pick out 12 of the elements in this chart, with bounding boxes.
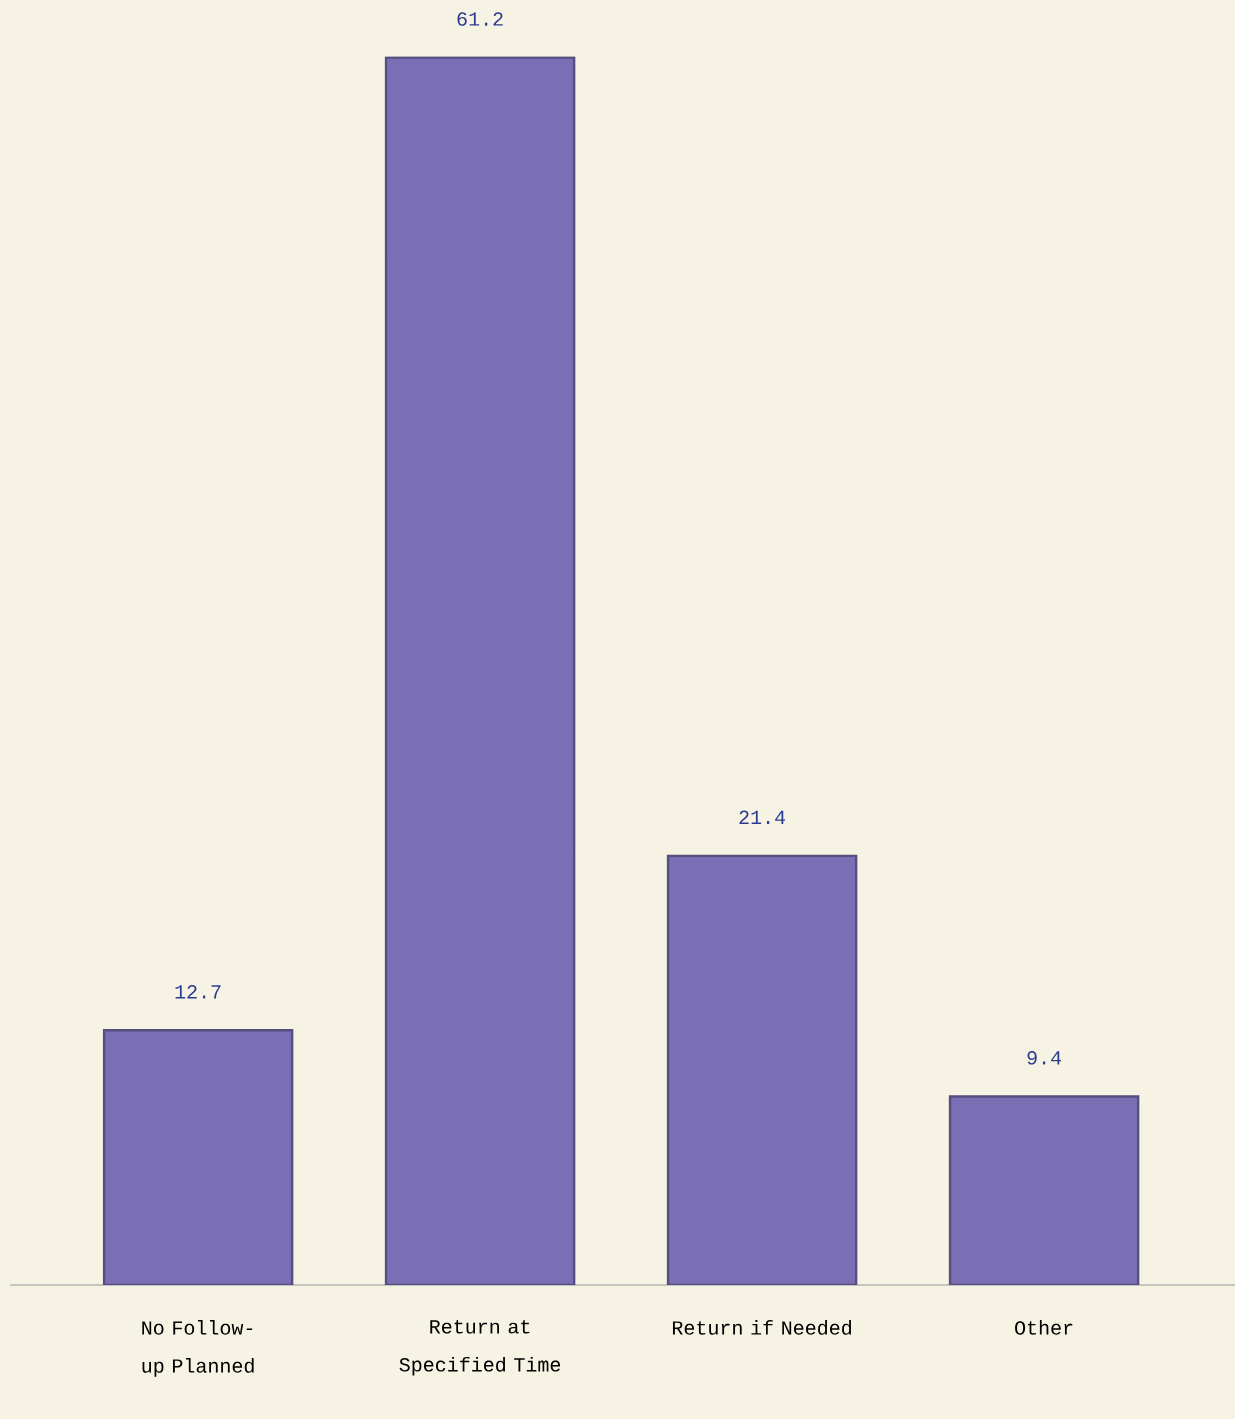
x-tick-label: Return if Needed xyxy=(672,1320,851,1335)
bar xyxy=(948,1095,1140,1285)
bar xyxy=(102,1029,294,1285)
x-tick-label: No Follow-up Planned xyxy=(142,1320,254,1377)
data-label: 9.4 xyxy=(1027,1051,1062,1065)
x-tick-label: Return at Specified Time xyxy=(399,1320,561,1376)
data-label: 61.2 xyxy=(457,12,503,26)
bar xyxy=(666,854,858,1285)
x-tick-label: Other xyxy=(1015,1320,1073,1335)
bar xyxy=(384,56,576,1285)
data-label: 21.4 xyxy=(739,810,786,824)
data-label: 12.7 xyxy=(175,985,221,999)
